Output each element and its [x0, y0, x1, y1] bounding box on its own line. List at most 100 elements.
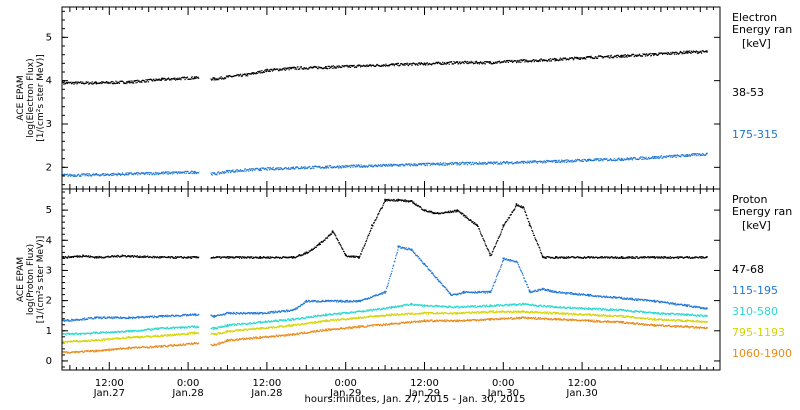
data-point-115-195: [394, 260, 396, 262]
data-point-175-315: [377, 164, 379, 166]
data-point-47-68: [618, 257, 620, 259]
data-point-310-580: [340, 313, 342, 315]
data-point-310-580: [361, 310, 363, 312]
data-point-47-68: [189, 257, 191, 259]
data-point-47-68: [649, 256, 651, 258]
data-point-175-315: [420, 164, 423, 166]
data-point-38-53: [241, 75, 244, 77]
data-point-115-195: [505, 258, 508, 260]
data-point-115-195: [293, 308, 296, 310]
data-point-175-315: [414, 163, 416, 165]
data-point-47-68: [359, 255, 361, 257]
data-point-175-315: [180, 171, 182, 173]
data-point-47-68: [407, 201, 410, 203]
data-point-310-580: [240, 323, 242, 326]
data-point-47-68: [383, 201, 385, 204]
data-point-175-315: [155, 172, 157, 174]
data-point-38-53: [503, 61, 505, 63]
data-point-310-580: [183, 327, 186, 329]
data-point-115-195: [659, 302, 661, 304]
data-point-175-315: [680, 156, 682, 158]
data-point-115-195: [352, 301, 354, 303]
data-point-310-580: [212, 326, 214, 329]
data-point-47-68: [382, 204, 384, 206]
data-point-47-68: [397, 198, 400, 201]
data-point-38-53: [317, 68, 319, 70]
data-point-115-195: [386, 286, 388, 288]
data-point-310-580: [92, 332, 94, 334]
data-point-47-68: [258, 257, 260, 259]
data-point-47-68: [504, 221, 507, 224]
data-point-175-315: [522, 160, 524, 163]
data-point-175-315: [626, 157, 628, 159]
data-point-38-53: [76, 83, 78, 85]
data-point-175-315: [452, 163, 454, 165]
data-point-115-195: [326, 299, 329, 302]
data-point-47-68: [534, 237, 536, 239]
electron-y-tick-label: 3: [46, 119, 52, 130]
data-point-175-315: [258, 169, 261, 171]
data-point-38-53: [80, 81, 82, 83]
data-point-47-68: [375, 219, 377, 221]
data-point-47-68: [627, 256, 629, 258]
data-point-175-315: [172, 173, 174, 175]
data-point-47-68: [686, 256, 688, 258]
data-point-115-195: [311, 300, 313, 302]
data-point-175-315: [581, 160, 583, 162]
data-point-38-53: [573, 58, 575, 60]
data-point-47-68: [341, 248, 343, 250]
data-point-175-315: [102, 173, 105, 175]
data-point-38-53: [649, 53, 651, 55]
data-point-310-580: [198, 326, 200, 329]
data-point-310-580: [296, 318, 298, 320]
data-point-47-68: [511, 211, 514, 214]
data-point-47-68: [196, 255, 198, 258]
data-point-38-53: [268, 69, 271, 71]
data-point-38-53: [418, 63, 420, 65]
data-point-115-195: [163, 315, 165, 317]
data-point-115-195: [390, 272, 392, 275]
data-point-175-315: [276, 168, 278, 170]
data-point-38-53: [621, 56, 623, 58]
data-point-38-53: [626, 56, 628, 58]
data-point-38-53: [112, 83, 115, 85]
data-point-38-53: [520, 61, 522, 63]
data-point-115-195: [646, 299, 648, 301]
data-point-175-315: [128, 172, 130, 175]
data-point-38-53: [700, 51, 702, 53]
data-point-115-195: [302, 304, 304, 306]
data-point-38-53: [610, 54, 612, 56]
data-point-310-580: [349, 312, 351, 314]
data-point-38-53: [349, 66, 352, 68]
data-point-175-315: [454, 162, 456, 164]
data-point-115-195: [441, 284, 443, 286]
data-point-175-315: [440, 163, 443, 165]
data-point-310-580: [216, 328, 219, 330]
data-point-38-53: [459, 61, 461, 63]
data-point-175-315: [125, 174, 128, 176]
data-point-38-53: [247, 75, 249, 77]
data-point-47-68: [251, 256, 253, 258]
data-point-175-315: [423, 163, 426, 165]
data-point-38-53: [675, 51, 677, 53]
data-point-175-315: [472, 161, 474, 163]
data-point-175-315: [442, 162, 444, 164]
data-point-115-195: [420, 259, 422, 261]
data-point-47-68: [387, 199, 389, 201]
data-point-38-53: [325, 66, 327, 68]
data-point-38-53: [578, 58, 580, 60]
data-point-175-315: [344, 166, 346, 169]
data-point-175-315: [185, 172, 187, 174]
data-point-47-68: [174, 257, 176, 259]
data-point-175-315: [110, 173, 112, 175]
data-point-175-315: [362, 166, 365, 168]
data-point-310-580: [225, 325, 228, 327]
data-point-175-315: [85, 174, 87, 176]
data-point-115-195: [579, 294, 582, 296]
data-point-38-53: [337, 66, 339, 69]
data-point-310-580: [111, 331, 113, 334]
data-point-47-68: [333, 232, 335, 234]
data-point-38-53: [284, 67, 286, 69]
data-point-115-195: [346, 301, 348, 303]
data-point-115-195: [64, 319, 66, 321]
